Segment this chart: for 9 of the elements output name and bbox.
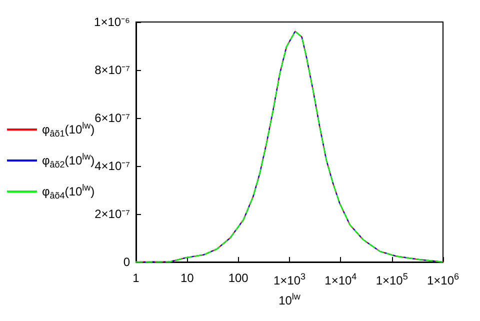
y-tick-label: 8×10⁻⁷ bbox=[94, 63, 130, 77]
y-tick-label: 0 bbox=[123, 255, 130, 269]
y-tick-label: 1×10⁻⁶ bbox=[94, 15, 130, 29]
x-tick-label: 100 bbox=[228, 271, 249, 285]
y-tick-label: 4×10⁻⁷ bbox=[94, 159, 130, 173]
x-tick-label: 1 bbox=[132, 271, 140, 285]
y-tick-label: 6×10⁻⁷ bbox=[94, 111, 130, 125]
y-tick-label: 2×10⁻⁷ bbox=[94, 207, 130, 221]
x-tick-label: 10 bbox=[180, 271, 194, 285]
